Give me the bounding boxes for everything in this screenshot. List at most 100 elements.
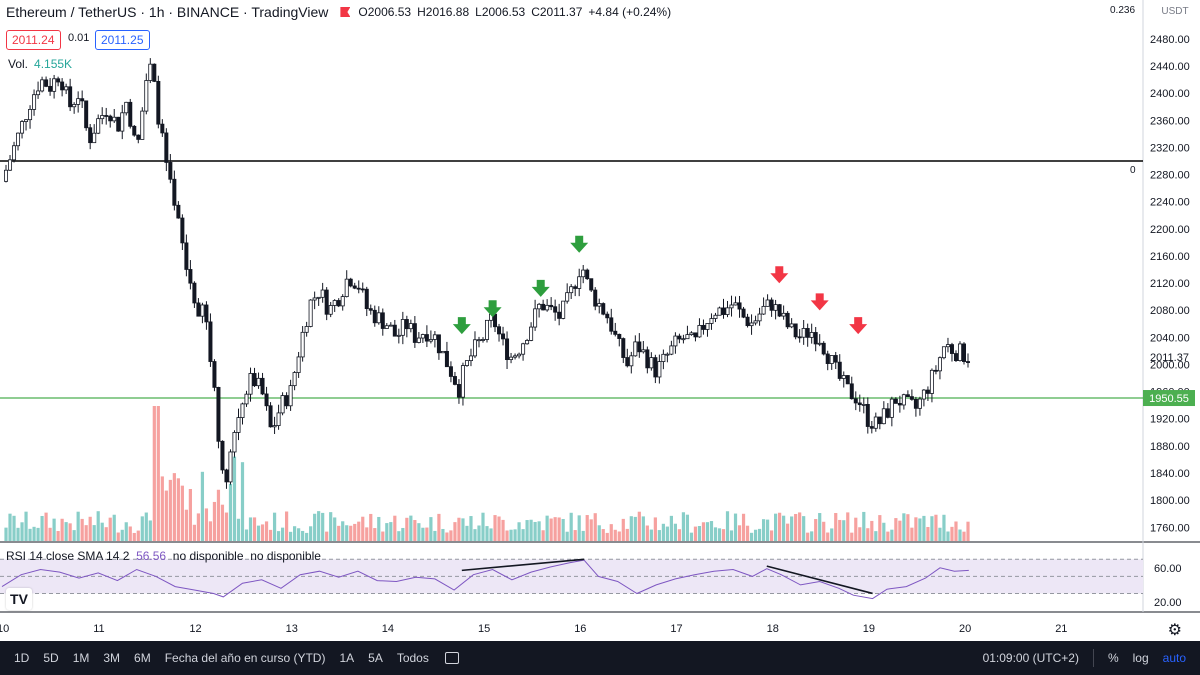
candle-body bbox=[460, 365, 465, 398]
price-tick-label: 2000.00 bbox=[1150, 359, 1190, 371]
range-all[interactable]: Todos bbox=[396, 651, 429, 665]
candle-body bbox=[8, 159, 13, 171]
volume-bar bbox=[44, 512, 48, 541]
volume-bar bbox=[72, 530, 76, 541]
volume-bar bbox=[232, 456, 237, 541]
candle-body bbox=[172, 178, 177, 206]
candle-body bbox=[925, 389, 930, 394]
volume-bar bbox=[192, 524, 196, 541]
price-tick-label: 2280.00 bbox=[1150, 170, 1190, 182]
candle-body bbox=[649, 357, 654, 369]
volume-bar bbox=[349, 525, 353, 541]
low-value: L2006.53 bbox=[475, 5, 526, 19]
candle-body bbox=[725, 307, 730, 315]
candle-body bbox=[761, 305, 766, 315]
volume-bar bbox=[485, 526, 489, 541]
symbol-title[interactable]: Ethereum / TetherUS · 1h · BINANCE · Tra… bbox=[6, 4, 329, 20]
candle-body bbox=[292, 372, 297, 387]
range-1a[interactable]: 1A bbox=[339, 651, 355, 665]
volume-legend[interactable]: Vol. 4.155K bbox=[8, 57, 72, 71]
candle-body bbox=[509, 356, 514, 360]
time-tick-label: 10 bbox=[0, 623, 9, 635]
range-6m[interactable]: 6M bbox=[134, 651, 151, 665]
candle-body bbox=[625, 357, 630, 367]
chart-area[interactable]: 2480.00 2440.00 2400.00 2360.00 2320.00 2280.… bbox=[0, 0, 1200, 640]
range-3m[interactable]: 3M bbox=[103, 651, 121, 665]
date-range-icon[interactable] bbox=[444, 652, 459, 664]
candle-body bbox=[845, 375, 850, 385]
volume-bar bbox=[164, 490, 168, 541]
volume-bar bbox=[453, 522, 457, 541]
volume-bar bbox=[437, 513, 441, 541]
volume-bar bbox=[597, 525, 601, 541]
candle-body bbox=[577, 276, 582, 289]
candle-body bbox=[689, 332, 694, 336]
log-toggle[interactable]: log bbox=[1132, 651, 1149, 665]
candle-body bbox=[24, 119, 29, 122]
candle-body bbox=[160, 123, 165, 134]
volume-bar bbox=[425, 527, 429, 541]
volume-bar bbox=[417, 523, 421, 541]
fib-label: 0.236 bbox=[1110, 5, 1135, 16]
tradingview-logo[interactable]: TV bbox=[6, 588, 32, 610]
chart-canvas[interactable]: 2480.00 2440.00 2400.00 2360.00 2320.00 2280.… bbox=[0, 0, 1200, 640]
candle-body bbox=[837, 361, 842, 379]
candle-body bbox=[320, 289, 325, 298]
volume-bar bbox=[361, 516, 365, 541]
buy-price-button[interactable]: 2011.25 bbox=[95, 30, 150, 50]
rsi-legend[interactable]: RSI 14 close SMA 14 2 56.56 no disponibl… bbox=[6, 549, 321, 563]
candle-body bbox=[945, 344, 950, 348]
candle-body bbox=[212, 361, 217, 388]
time-tick-label: 18 bbox=[767, 623, 779, 635]
volume-bar bbox=[557, 517, 561, 541]
sell-price-button[interactable]: 2011.24 bbox=[6, 30, 61, 50]
volume-bar bbox=[208, 521, 213, 541]
candle-body bbox=[184, 242, 189, 270]
percent-toggle[interactable]: % bbox=[1107, 651, 1119, 665]
range-1m[interactable]: 1M bbox=[72, 651, 90, 665]
volume-bar bbox=[337, 525, 341, 541]
candle-body bbox=[865, 404, 870, 427]
time-tick-label: 12 bbox=[189, 623, 201, 635]
price-tick-label: 2240.00 bbox=[1150, 197, 1190, 209]
candle-body bbox=[384, 325, 389, 329]
range-1d[interactable]: 1D bbox=[14, 651, 30, 665]
auto-toggle[interactable]: auto bbox=[1162, 651, 1186, 665]
candle-body bbox=[729, 304, 734, 309]
volume-bar bbox=[814, 519, 818, 541]
price-tick-label: 2160.00 bbox=[1150, 251, 1190, 263]
volume-bar bbox=[104, 527, 108, 541]
candle-body bbox=[304, 326, 309, 333]
range-5d[interactable]: 5D bbox=[43, 651, 59, 665]
range-ytd[interactable]: Fecha del año en curso (YTD) bbox=[164, 651, 326, 665]
volume-bar bbox=[493, 515, 497, 541]
candle-body bbox=[617, 333, 622, 339]
volume-bar bbox=[561, 518, 565, 541]
candle-body bbox=[152, 63, 157, 82]
candle-body bbox=[829, 355, 834, 364]
volume-bar bbox=[84, 525, 88, 541]
volume-bar bbox=[838, 519, 842, 541]
candle-body bbox=[561, 300, 566, 319]
buy-signal-arrow bbox=[531, 279, 550, 297]
volume-bar bbox=[128, 526, 132, 541]
clock-label[interactable]: 01:09:00 (UTC+2) bbox=[982, 651, 1079, 665]
volume-bar bbox=[236, 518, 241, 541]
candle-body bbox=[817, 342, 822, 345]
gear-icon[interactable]: ⚙ bbox=[1167, 622, 1182, 639]
range-5a[interactable]: 5A bbox=[368, 651, 383, 665]
candle-body bbox=[36, 90, 41, 96]
volume-bar bbox=[365, 527, 369, 541]
volume-bar bbox=[8, 513, 12, 541]
volume-bar bbox=[204, 508, 209, 541]
volume-bar bbox=[894, 518, 898, 541]
candle-body bbox=[480, 339, 485, 341]
candle-body bbox=[32, 94, 37, 110]
flag-icon[interactable] bbox=[340, 7, 351, 17]
volume-bar bbox=[770, 530, 774, 541]
candle-body bbox=[525, 340, 530, 345]
candle-body bbox=[917, 398, 922, 409]
candle-body bbox=[124, 101, 129, 114]
volume-bar bbox=[252, 517, 257, 541]
candle-body bbox=[364, 288, 369, 310]
